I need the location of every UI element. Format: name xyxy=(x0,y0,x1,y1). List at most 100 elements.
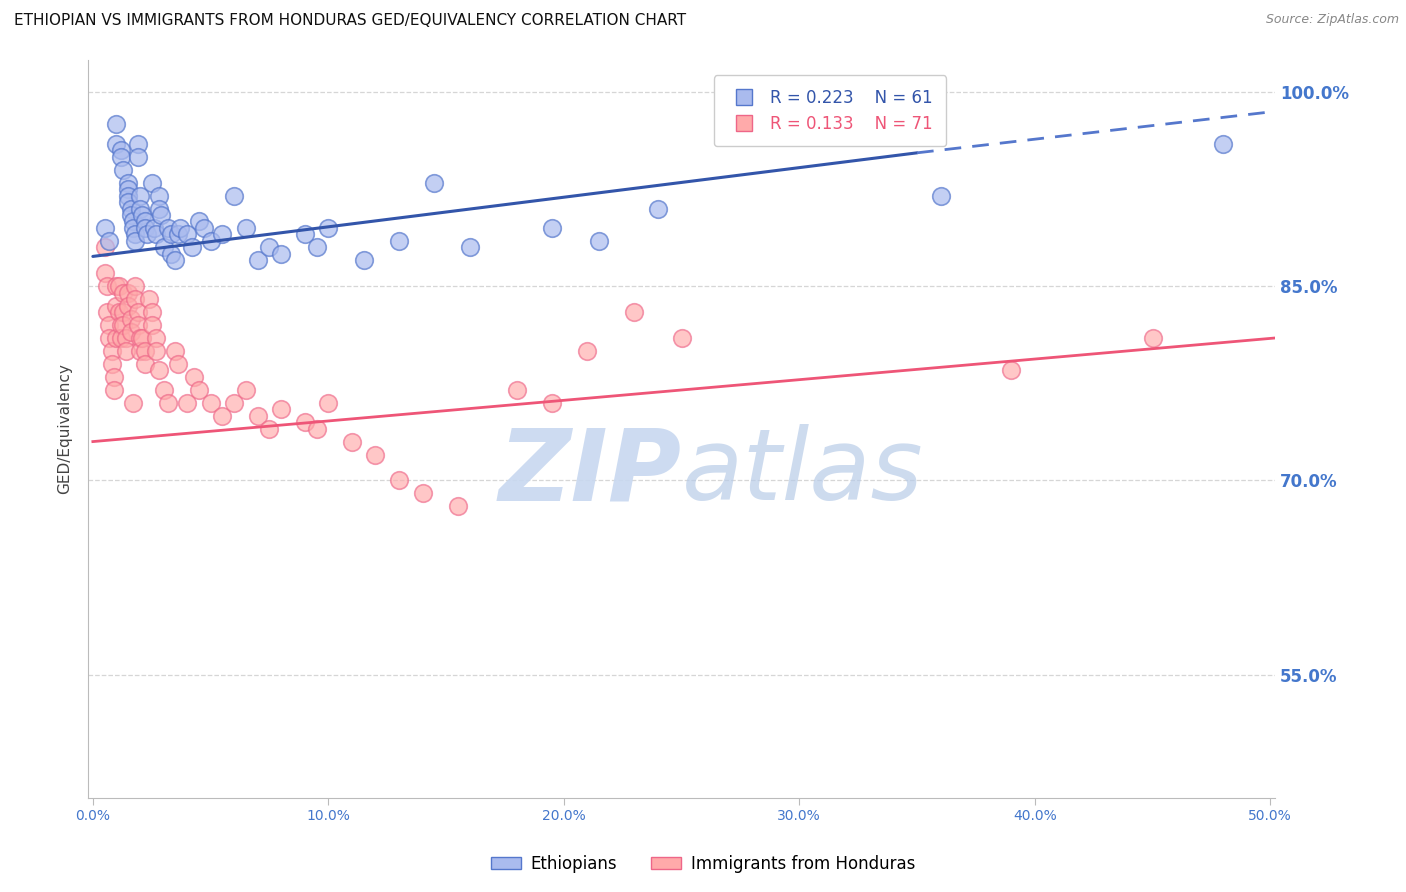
Point xyxy=(388,474,411,488)
Point xyxy=(110,331,132,345)
Point xyxy=(141,305,163,319)
Point xyxy=(506,383,529,397)
Point xyxy=(127,136,149,151)
Point xyxy=(148,202,170,216)
Point xyxy=(124,234,146,248)
Point xyxy=(246,409,269,423)
Point xyxy=(159,227,181,242)
Point xyxy=(159,247,181,261)
Point xyxy=(165,253,187,268)
Point xyxy=(129,202,152,216)
Point xyxy=(127,150,149,164)
Point xyxy=(105,279,128,293)
Point xyxy=(105,299,128,313)
Point xyxy=(165,343,187,358)
Point xyxy=(447,500,470,514)
Point xyxy=(131,208,153,222)
Point xyxy=(1142,331,1164,345)
Point xyxy=(180,240,202,254)
Point xyxy=(112,162,135,177)
Point xyxy=(224,396,246,410)
Point xyxy=(120,325,142,339)
Point xyxy=(122,221,145,235)
Point xyxy=(176,227,198,242)
Point xyxy=(211,227,233,242)
Point xyxy=(235,221,257,235)
Point xyxy=(120,208,142,222)
Point xyxy=(98,318,121,332)
Point xyxy=(318,396,340,410)
Point xyxy=(294,227,316,242)
Point xyxy=(98,331,121,345)
Point xyxy=(93,240,115,254)
Point xyxy=(364,448,387,462)
Point xyxy=(1000,363,1022,377)
Point xyxy=(294,415,316,429)
Point xyxy=(148,363,170,377)
Text: atlas: atlas xyxy=(682,425,924,522)
Point xyxy=(176,396,198,410)
Point xyxy=(105,117,128,131)
Point xyxy=(166,357,188,371)
Point xyxy=(98,234,121,248)
Point xyxy=(96,305,118,319)
Legend: Ethiopians, Immigrants from Honduras: Ethiopians, Immigrants from Honduras xyxy=(484,848,922,880)
Text: ZIP: ZIP xyxy=(499,425,682,522)
Point xyxy=(134,221,156,235)
Point xyxy=(93,266,115,280)
Point xyxy=(120,311,142,326)
Point xyxy=(129,188,152,202)
Point xyxy=(117,194,139,209)
Point xyxy=(110,143,132,157)
Point xyxy=(183,369,205,384)
Point xyxy=(305,240,328,254)
Legend: R = 0.223    N = 61, R = 0.133    N = 71: R = 0.223 N = 61, R = 0.133 N = 71 xyxy=(714,75,946,146)
Point xyxy=(136,227,159,242)
Point xyxy=(671,331,693,345)
Point xyxy=(107,305,129,319)
Point xyxy=(134,357,156,371)
Point xyxy=(103,369,125,384)
Point xyxy=(141,318,163,332)
Point xyxy=(576,343,599,358)
Point xyxy=(96,279,118,293)
Text: ETHIOPIAN VS IMMIGRANTS FROM HONDURAS GED/EQUIVALENCY CORRELATION CHART: ETHIOPIAN VS IMMIGRANTS FROM HONDURAS GE… xyxy=(14,13,686,29)
Point xyxy=(127,318,149,332)
Point xyxy=(131,331,153,345)
Point xyxy=(541,396,564,410)
Point xyxy=(141,176,163,190)
Point xyxy=(110,150,132,164)
Point xyxy=(117,285,139,300)
Point xyxy=(148,188,170,202)
Point xyxy=(259,422,281,436)
Point xyxy=(157,396,180,410)
Point xyxy=(145,343,167,358)
Point xyxy=(246,253,269,268)
Point xyxy=(145,331,167,345)
Point xyxy=(117,176,139,190)
Point xyxy=(114,331,136,345)
Point xyxy=(117,182,139,196)
Point xyxy=(100,343,122,358)
Point xyxy=(112,285,135,300)
Y-axis label: GED/Equivalency: GED/Equivalency xyxy=(58,363,72,494)
Point xyxy=(305,422,328,436)
Point xyxy=(112,318,135,332)
Point xyxy=(143,221,166,235)
Point xyxy=(124,279,146,293)
Point xyxy=(150,208,173,222)
Point xyxy=(200,234,222,248)
Point xyxy=(211,409,233,423)
Point xyxy=(588,234,610,248)
Point xyxy=(105,136,128,151)
Point xyxy=(541,221,564,235)
Point xyxy=(200,396,222,410)
Point xyxy=(127,305,149,319)
Point xyxy=(157,221,180,235)
Point xyxy=(129,331,152,345)
Point xyxy=(107,279,129,293)
Point xyxy=(623,305,645,319)
Point xyxy=(169,221,191,235)
Point xyxy=(270,402,292,417)
Text: Source: ZipAtlas.com: Source: ZipAtlas.com xyxy=(1265,13,1399,27)
